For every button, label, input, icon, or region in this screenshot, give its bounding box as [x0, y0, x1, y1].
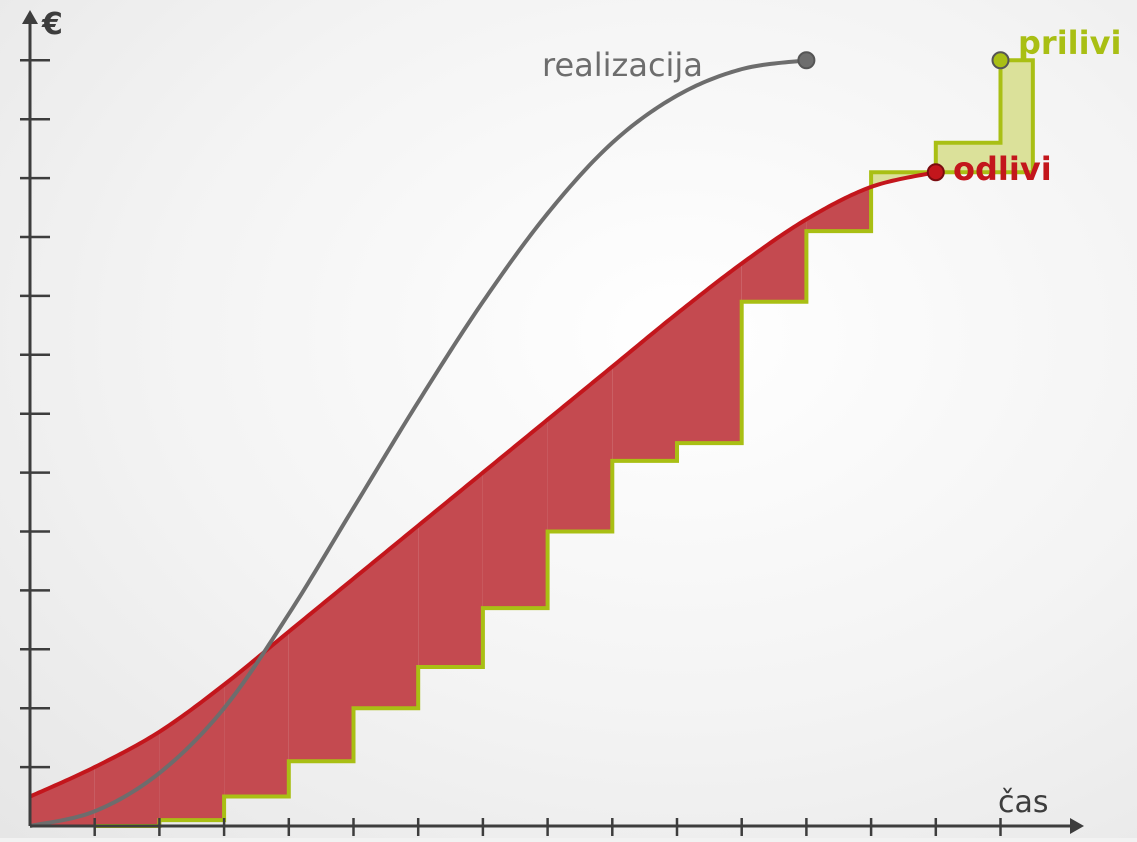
surplus-area — [935, 142, 1001, 173]
prilivi-label: prilivi — [1018, 24, 1121, 62]
odlivi-label: odlivi — [953, 150, 1052, 188]
deficit-area — [288, 578, 354, 762]
deficit-area — [741, 219, 807, 302]
y-axis-arrow — [22, 10, 38, 24]
odlivi-curve — [29, 170, 937, 799]
realizacija-end-marker — [797, 51, 816, 70]
realizacija-label: realizacija — [542, 46, 703, 84]
surplus-area — [935, 60, 1033, 173]
deficit-area — [353, 525, 419, 709]
deficit-area — [30, 767, 95, 826]
surplus-area — [871, 172, 936, 187]
deficit-area — [418, 472, 483, 667]
deficit-area — [482, 419, 548, 609]
x-axis-label: čas — [998, 785, 1049, 820]
realizacija-curve — [29, 58, 807, 828]
deficit-area — [612, 313, 677, 461]
prilivi-end-marker — [991, 51, 1010, 70]
odlivi-end-marker — [926, 163, 945, 182]
prilivi-step-line — [94, 58, 1035, 828]
x-axis-arrow — [1070, 818, 1084, 834]
deficit-area — [806, 186, 872, 232]
y-axis-label: € — [41, 7, 63, 42]
deficit-area — [677, 263, 742, 444]
deficit-area — [159, 684, 225, 821]
